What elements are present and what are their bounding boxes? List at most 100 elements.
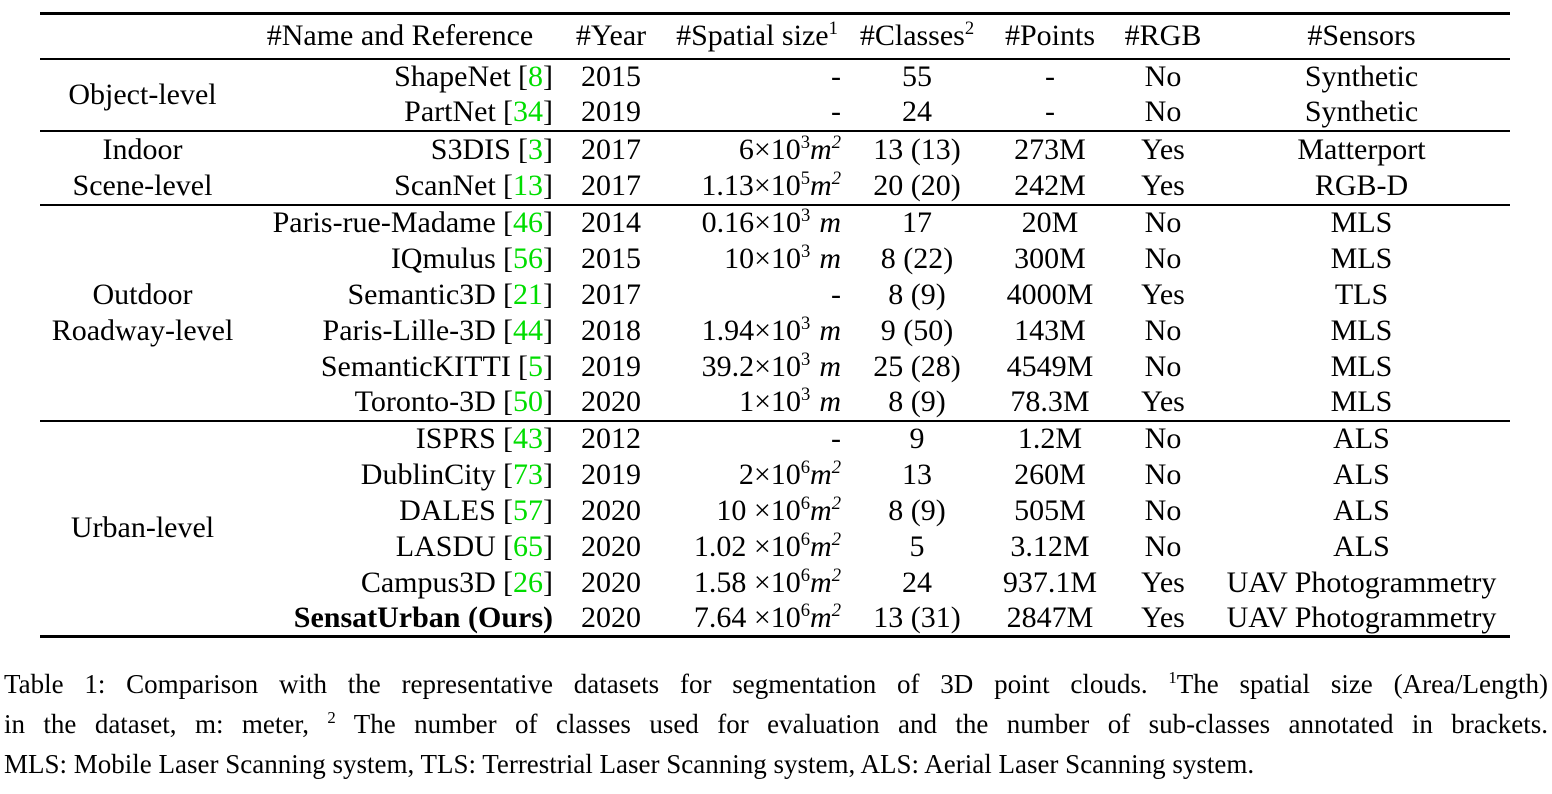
citation-link[interactable]: 13: [513, 168, 543, 202]
cell-year: 2020: [581, 493, 641, 527]
citation-link[interactable]: 34: [513, 95, 543, 128]
cell-points: 1.2M: [1017, 422, 1083, 455]
cell-classes: 8 (9): [888, 385, 946, 418]
citation-link[interactable]: 65: [513, 529, 543, 563]
bracket-open: [: [503, 95, 513, 128]
cell-year: 2017: [581, 132, 641, 166]
cell-points: 2847M: [1006, 600, 1094, 634]
bracket-close: ]: [543, 132, 553, 166]
bracket-open: [: [503, 168, 513, 202]
cell-dataset-name: DublinCity [73]: [245, 457, 555, 493]
citation-link[interactable]: 46: [513, 206, 543, 239]
cell-year: 2019: [581, 457, 641, 491]
dataset-name: Paris-rue-Madame: [272, 206, 496, 239]
table-row: ScanNet [13] 2017 1.13×105m2 20 (20) 242M…: [40, 168, 1510, 205]
citation-link[interactable]: 26: [513, 565, 543, 599]
spatial-unit-exponent: 2: [831, 456, 841, 478]
citation-link[interactable]: 44: [513, 313, 543, 347]
citation: [50]: [503, 385, 553, 418]
cell-spatial-size: 2×106m2: [667, 457, 847, 493]
cell-points: 3.12M: [1010, 529, 1090, 563]
spatial-unit: m: [819, 206, 841, 239]
spatial-value: 6×10: [738, 132, 801, 166]
cell-classes: 5: [909, 529, 925, 563]
dataset-name: DALES: [399, 493, 496, 527]
cell-points: 242M: [1014, 168, 1086, 202]
bracket-close: ]: [543, 277, 553, 311]
dataset-name: IQmulus: [390, 241, 496, 275]
bracket-close: ]: [543, 168, 553, 202]
footnote-mark-2: 2: [327, 708, 336, 727]
cell-sensors: Matterport: [1297, 132, 1426, 166]
spatial-value: 0.16×10: [701, 206, 802, 239]
spatial-exponent: 3: [800, 131, 811, 153]
col-header-spatial-label: #Spatial size: [676, 19, 829, 53]
spatial-value: 1.58 ×10: [693, 565, 801, 599]
citation-link[interactable]: 57: [513, 493, 543, 527]
col-header-spatial-size: #Spatial size1: [667, 14, 847, 59]
cell-points: 20M: [1021, 206, 1079, 239]
table-row: DublinCity [73] 2019 2×106m2 13 260M No A…: [40, 457, 1510, 493]
bracket-open: [: [518, 60, 528, 93]
bracket-close: ]: [543, 349, 553, 383]
table-row: Paris-Lille-3D [44] 2018 1.94×103 m 9 (50)…: [40, 313, 1510, 349]
group-label-line: Roadway-level: [51, 313, 234, 347]
citation-link[interactable]: 73: [513, 457, 543, 491]
spatial-value: 10×10: [724, 241, 802, 275]
citation-link[interactable]: 3: [528, 132, 543, 166]
cell-dataset-name: DALES [57]: [245, 493, 555, 529]
table-row: IQmulus [56] 2015 10×103 m 8 (22) 300M No …: [40, 241, 1510, 277]
spatial-unit-exponent: 2: [831, 492, 841, 514]
footnote-mark-1: 1: [828, 18, 838, 40]
cell-dataset-name: S3DIS [3]: [245, 131, 555, 168]
cell-year: 2020: [581, 385, 641, 418]
cell-rgb: No: [1144, 60, 1182, 93]
cell-points: 260M: [1014, 457, 1086, 491]
table-row: Object-level ShapeNet [8] 2015 - 55 - No …: [40, 59, 1510, 111]
bracket-close: ]: [543, 457, 553, 491]
bracket-open: [: [503, 422, 513, 455]
spatial-exponent: 6: [800, 528, 811, 550]
cell-spatial-size: 10×103 m: [667, 241, 847, 277]
citation-link[interactable]: 43: [513, 422, 543, 455]
dataset-name: LASDU: [395, 529, 496, 563]
cell-rgb: Yes: [1141, 168, 1185, 202]
bracket-open: [: [503, 385, 513, 418]
citation-link[interactable]: 21: [513, 277, 543, 311]
cell-sensors: TLS: [1334, 277, 1389, 311]
spatial-value: 2×10: [738, 457, 801, 491]
bracket-close: ]: [543, 60, 553, 93]
cell-spatial-size: 39.2×103 m: [667, 349, 847, 385]
cell-classes: 8 (9): [888, 277, 946, 311]
citation-link[interactable]: 50: [513, 385, 543, 418]
cell-rgb: No: [1144, 493, 1182, 527]
spatial-unit: m: [819, 241, 841, 275]
cell-spatial-size: 1.13×105m2: [667, 168, 847, 205]
citation: [34]: [503, 95, 553, 128]
citation-link[interactable]: 5: [528, 349, 543, 383]
col-header-points: #Points: [1004, 19, 1096, 53]
cell-sensors: Synthetic: [1304, 60, 1419, 93]
cell-spatial-size: -: [667, 59, 847, 95]
bracket-close: ]: [543, 313, 553, 347]
spatial-exponent: 3: [801, 384, 811, 405]
bracket-open: [: [503, 493, 513, 527]
table-wrapper: #Name and Reference #Year #Spatial size1…: [40, 12, 1552, 638]
citation: [46]: [503, 206, 553, 239]
caption-text: MLS: Mobile Laser Scanning system, TLS: …: [4, 749, 1255, 779]
bracket-open: [: [518, 349, 528, 383]
spatial-exponent: 3: [801, 348, 811, 370]
cell-year: 2015: [581, 60, 641, 93]
citation-link[interactable]: 56: [513, 241, 543, 275]
spatial-unit-exponent: 2: [831, 131, 841, 153]
cell-dataset-name: ShapeNet [8]: [245, 59, 555, 95]
table-row: Urban-level ISPRS [43] 2012 - 9 1.2M No A…: [40, 420, 1510, 544]
table-row: Toronto-3D [50] 2020 1×103 m 8 (9) 78.3M Y…: [40, 385, 1510, 421]
row-group-label-indoor-scene-level: Indoor Scene-level: [40, 131, 245, 205]
table-row: SemanticKITTI [5] 2019 39.2×103 m 25 (28) …: [40, 349, 1510, 385]
citation: [21]: [503, 278, 553, 311]
cell-year: 2018: [581, 313, 641, 347]
spatial-value: 1.13×10: [701, 168, 801, 202]
citation-link[interactable]: 8: [528, 60, 543, 93]
citation: [44]: [503, 314, 553, 347]
